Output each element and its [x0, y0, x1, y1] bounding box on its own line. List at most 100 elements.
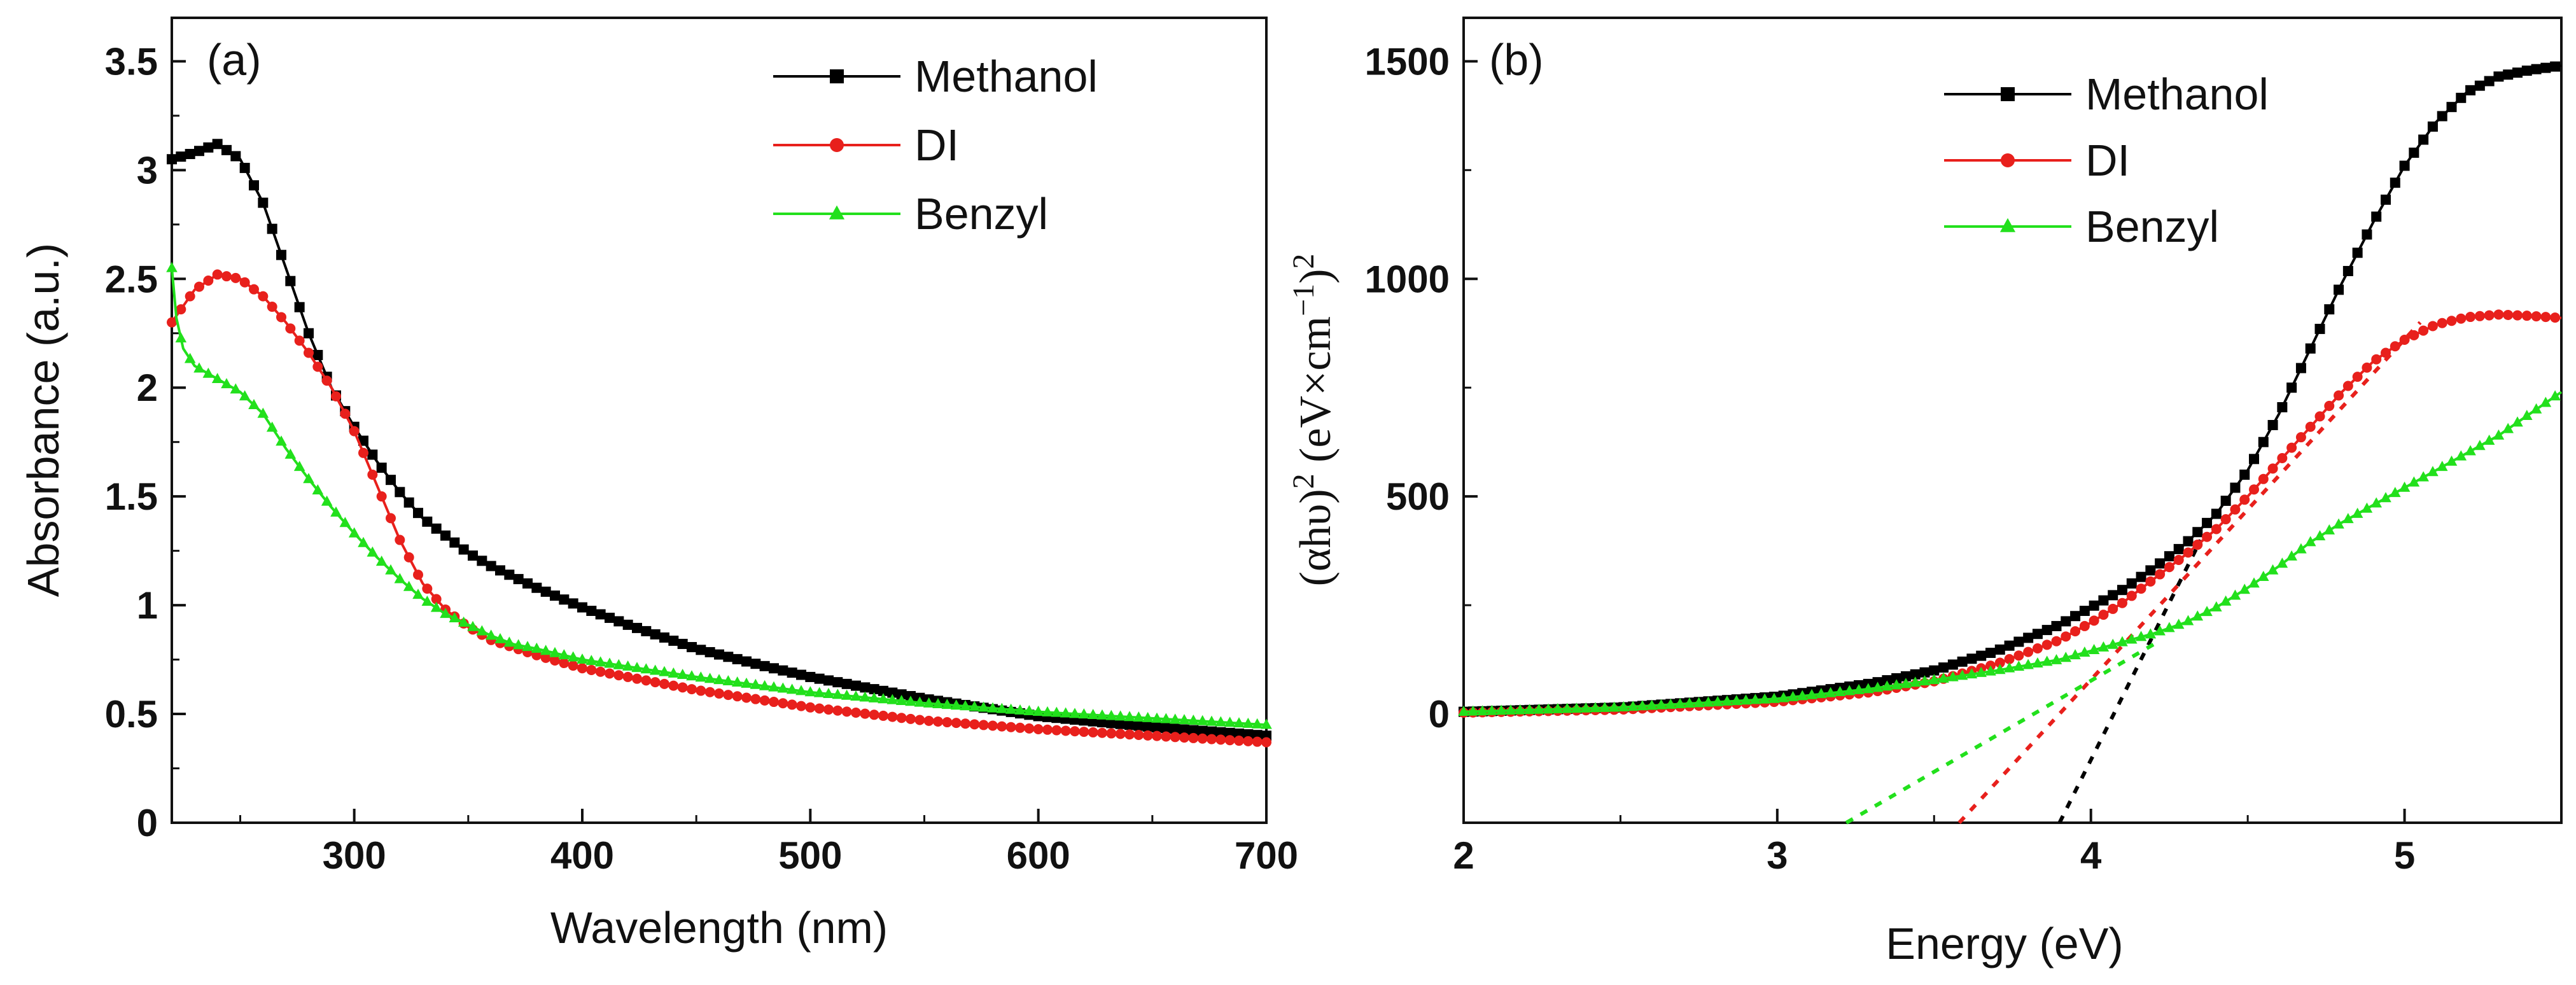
- panel-a-legend-marker: [829, 205, 845, 220]
- panel-b-point-benzyl: [1486, 704, 1498, 715]
- panel-a-point-benzyl: [330, 506, 342, 517]
- panel-b-point-di: [2427, 321, 2438, 332]
- panel-a-point-methanol: [1188, 725, 1199, 736]
- panel-b-point-benzyl: [1627, 701, 1639, 711]
- panel-a-point-di: [349, 426, 360, 437]
- panel-a-point-benzyl: [1251, 718, 1263, 729]
- panel-b-point-di: [2324, 400, 2335, 411]
- panel-b-point-benzyl: [1806, 688, 1817, 699]
- panel-a-point-methanol: [641, 625, 652, 636]
- panel-b-point-methanol: [2041, 625, 2052, 636]
- panel-b-point-methanol: [2145, 565, 2156, 576]
- panel-b-point-benzyl: [2380, 492, 2391, 503]
- panel-a-point-benzyl: [1087, 708, 1099, 719]
- panel-a-point-di: [167, 317, 177, 328]
- panel-a-y-tick-label: 2: [137, 367, 158, 409]
- panel-a-point-methanol: [239, 162, 250, 173]
- panel-a-point-methanol: [522, 578, 533, 589]
- panel-b-point-benzyl: [2239, 583, 2251, 594]
- panel-b-point-methanol: [2540, 62, 2551, 73]
- panel-a-point-methanol: [605, 612, 615, 623]
- panel-a-point-methanol: [285, 276, 296, 286]
- panel-b-point-di: [2145, 576, 2156, 587]
- panel-b-point-benzyl: [2474, 440, 2486, 451]
- panel-a-point-benzyl: [202, 367, 214, 378]
- panel-b-point-benzyl: [2220, 595, 2232, 606]
- panel-b-point-benzyl: [1571, 702, 1583, 713]
- panel-a-point-di: [376, 491, 387, 502]
- panel-b-legend-item-di: DI: [1944, 136, 2130, 185]
- panel-a-point-benzyl: [1215, 716, 1227, 727]
- panel-b-point-methanol: [1976, 650, 1987, 661]
- panel-b-point-methanol: [2484, 76, 2495, 87]
- panel-a-ticks: 300 400 500 600 700 0 0.5 1 1.5 2 2.5 3 3.5: [105, 40, 1298, 877]
- panel-a-point-di: [1161, 731, 1172, 742]
- panel-b-point-methanol: [1957, 656, 1968, 667]
- panel-b-series: [1458, 61, 2563, 718]
- panel-a-point-benzyl: [640, 663, 652, 674]
- panel-b-point-methanol: [2512, 67, 2523, 78]
- panel-a-point-benzyl: [768, 681, 780, 692]
- panel-a-point-benzyl: [1005, 703, 1017, 714]
- panel-a-point-benzyl: [1261, 718, 1272, 729]
- panel-a-point-methanol: [486, 561, 496, 571]
- panel-a-point-benzyl: [1242, 717, 1254, 728]
- panel-b-point-benzyl: [2211, 601, 2222, 611]
- panel-a-point-methanol: [659, 632, 669, 643]
- panel-a-point-di: [568, 660, 578, 671]
- panel-b-point-benzyl: [2465, 445, 2476, 456]
- panel-a-point-di: [1097, 727, 1107, 738]
- panel-b-point-di: [2098, 610, 2109, 620]
- panel-b-point-benzyl: [1514, 704, 1526, 715]
- panel-a-point-di: [613, 670, 624, 681]
- panel-b-point-di: [2437, 318, 2447, 328]
- panel-b-point-benzyl: [1777, 692, 1789, 702]
- panel-a-legend-label: Benzyl: [914, 189, 1048, 239]
- panel-b-point-benzyl: [2069, 649, 2081, 660]
- panel-b-point-methanol: [2409, 147, 2419, 158]
- panel-b-point-benzyl: [1994, 664, 2006, 674]
- panel-a-point-methanol: [304, 328, 314, 339]
- panel-a-point-benzyl: [248, 398, 260, 409]
- panel-a-point-di: [1015, 722, 1025, 733]
- panel-b-point-benzyl: [1759, 693, 1770, 704]
- panel-a-point-methanol: [422, 516, 433, 527]
- panel-a-point-di: [1142, 730, 1153, 741]
- panel-a-point-benzyl: [649, 664, 661, 675]
- panel-b-legend-marker: [2001, 87, 2015, 101]
- panel-a-point-di: [1152, 730, 1162, 741]
- panel-a-point-benzyl: [987, 702, 998, 713]
- panel-b-point-benzyl: [1476, 705, 1488, 716]
- panel-a-point-benzyl: [1160, 713, 1172, 723]
- panel-b-point-di: [2117, 597, 2127, 608]
- panel-a-point-methanol: [458, 544, 469, 555]
- panel-a-point-di: [550, 655, 560, 666]
- panel-a-x-tick-label: 700: [1235, 834, 1298, 877]
- panel-a-point-methanol: [787, 667, 797, 678]
- panel-b-x-tick-label: 3: [1767, 834, 1788, 877]
- panel-b-point-di: [2249, 484, 2259, 495]
- panel-a-point-di: [887, 711, 898, 722]
- panel-a-point-methanol: [212, 139, 223, 150]
- panel-b-point-benzyl: [1561, 702, 1573, 713]
- panel-a-point-benzyl: [531, 642, 543, 653]
- panel-b-point-benzyl: [2370, 497, 2383, 508]
- panel-a-point-di: [340, 409, 351, 419]
- panel-b-point-benzyl: [1618, 701, 1630, 711]
- panel-b-point-methanol: [2089, 600, 2099, 611]
- panel-b-point-benzyl: [2050, 653, 2062, 664]
- panel-a-point-di: [386, 513, 396, 524]
- panel-a-point-methanol: [550, 590, 560, 601]
- panel-a-point-benzyl: [458, 616, 470, 627]
- panel-a-point-di: [687, 684, 697, 695]
- panel-a-point-di: [1088, 727, 1098, 737]
- panel-b-point-benzyl: [1881, 680, 1893, 691]
- panel-b-point-benzyl: [2446, 455, 2458, 466]
- panel-b-point-di: [2164, 562, 2174, 573]
- panel-a-point-di: [1115, 729, 1126, 739]
- panel-b-point-methanol: [2295, 363, 2306, 374]
- panel-b-point-benzyl: [2483, 435, 2495, 445]
- panel-b-point-benzyl: [2521, 410, 2533, 421]
- panel-a-point-methanol: [832, 677, 843, 688]
- panel-b-y-axis-title: (αhυ)2 (eV×cm−1)2: [1287, 254, 1341, 587]
